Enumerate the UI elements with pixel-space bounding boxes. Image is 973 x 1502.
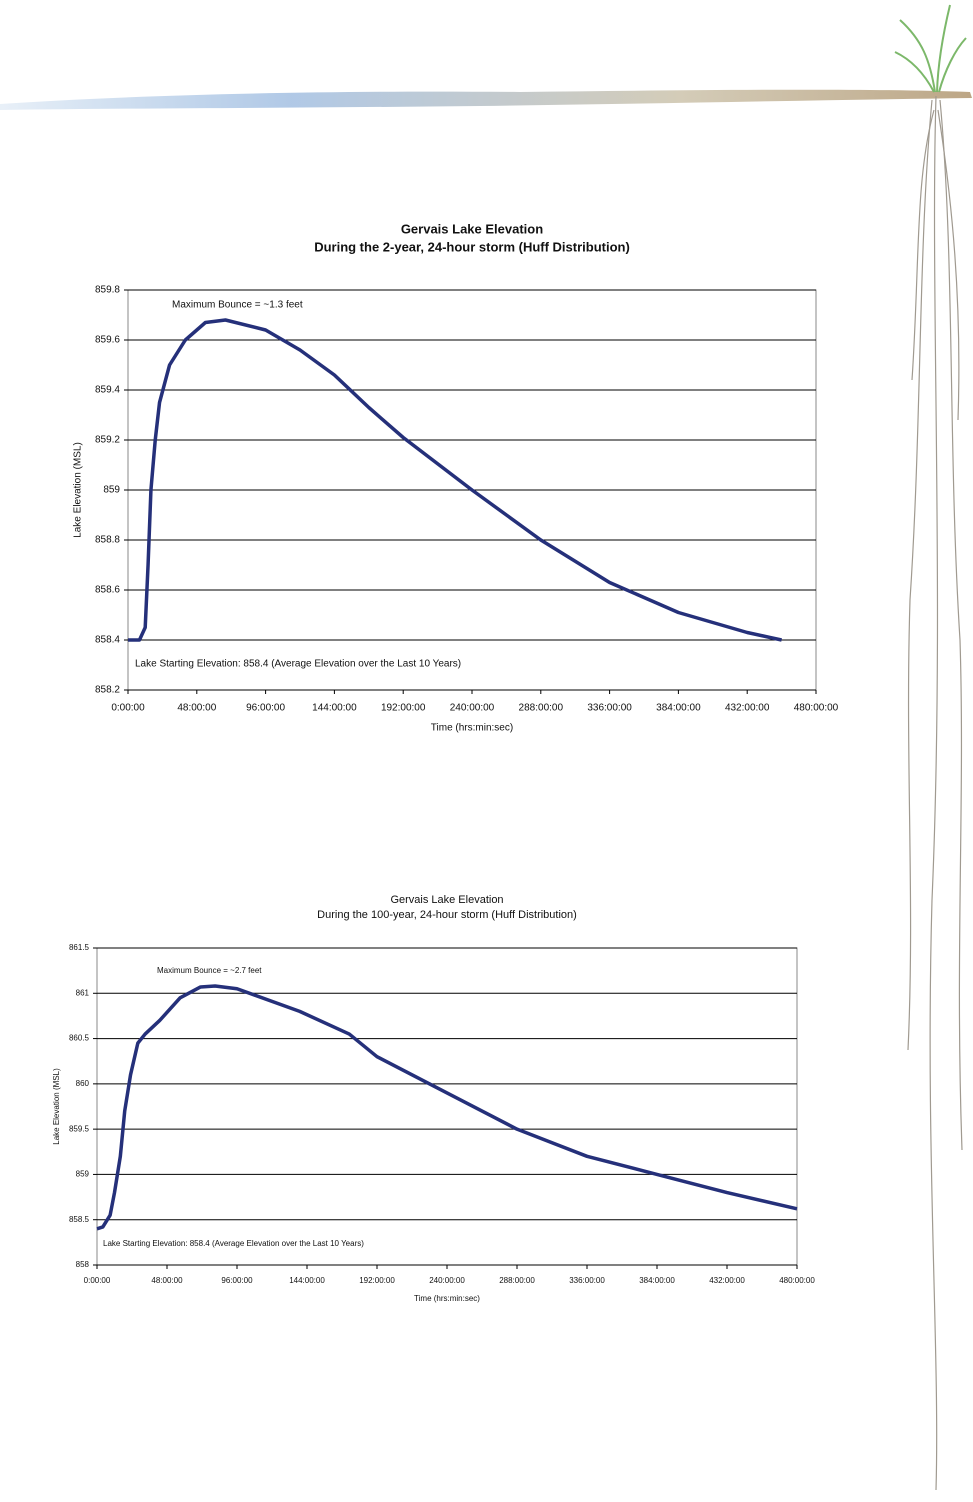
y-tick-label: 858.4	[95, 635, 120, 646]
y-tick-label: 859.6	[95, 335, 120, 346]
x-axis-label: Time (hrs:min:sec)	[431, 723, 513, 734]
x-tick-label: 240:00:00	[450, 703, 495, 714]
chart-subtitle: During the 100-year, 24-hour storm (Huff…	[317, 909, 577, 921]
data-line	[128, 318, 782, 642]
x-tick-label: 288:00:00	[499, 1276, 535, 1285]
y-tick-label: 858.6	[95, 585, 120, 596]
y-tick-label: 859	[103, 485, 120, 496]
chart-title: Gervais Lake Elevation	[401, 221, 543, 236]
x-tick-label: 192:00:00	[359, 1276, 395, 1285]
y-tick-label: 858.2	[95, 685, 120, 696]
y-tick-label: 860.5	[69, 1034, 90, 1043]
header-brushstroke	[0, 89, 972, 110]
x-tick-label: 240:00:00	[429, 1276, 465, 1285]
y-axis-label: Lake Elevation (MSL)	[73, 442, 84, 538]
annotation: Lake Starting Elevation: 858.4 (Average …	[103, 1239, 364, 1248]
x-tick-label: 144:00:00	[312, 703, 357, 714]
y-tick-label: 858.8	[95, 535, 120, 546]
y-tick-label: 858.5	[69, 1215, 90, 1224]
y-tick-label: 859.8	[95, 285, 120, 296]
x-tick-label: 432:00:00	[709, 1276, 745, 1285]
x-tick-label: 480:00:00	[779, 1276, 815, 1285]
x-tick-label: 336:00:00	[587, 703, 632, 714]
x-tick-label: 0:00:00	[111, 703, 145, 714]
x-tick-label: 144:00:00	[289, 1276, 325, 1285]
x-tick-label: 336:00:00	[569, 1276, 605, 1285]
x-tick-label: 96:00:00	[221, 1276, 253, 1285]
x-tick-label: 48:00:00	[177, 703, 216, 714]
x-tick-label: 480:00:00	[794, 703, 839, 714]
x-axis-label: Time (hrs:min:sec)	[414, 1294, 480, 1303]
y-tick-label: 859.4	[95, 385, 120, 396]
chart-subtitle: During the 2-year, 24-hour storm (Huff D…	[314, 239, 630, 254]
y-tick-label: 859.5	[69, 1124, 90, 1133]
annotation: Maximum Bounce = ~1.3 feet	[172, 300, 303, 311]
y-tick-label: 860	[76, 1079, 90, 1088]
y-tick-label: 861	[76, 988, 90, 997]
x-tick-label: 0:00:00	[84, 1276, 111, 1285]
x-tick-label: 96:00:00	[246, 703, 285, 714]
chart-title: Gervais Lake Elevation	[390, 894, 503, 906]
x-tick-label: 432:00:00	[725, 703, 770, 714]
roots-decoration	[907, 95, 963, 1491]
y-tick-label: 859.2	[95, 435, 120, 446]
x-tick-label: 48:00:00	[151, 1276, 183, 1285]
y-tick-label: 859	[76, 1170, 90, 1179]
x-tick-label: 384:00:00	[656, 703, 701, 714]
y-axis-label: Lake Elevation (MSL)	[52, 1068, 61, 1145]
grass-icon	[894, 4, 967, 93]
y-tick-label: 858	[76, 1260, 90, 1269]
annotation: Maximum Bounce = ~2.7 feet	[157, 966, 262, 975]
y-tick-label: 861.5	[69, 943, 90, 952]
x-tick-label: 192:00:00	[381, 703, 426, 714]
x-tick-label: 288:00:00	[519, 703, 564, 714]
annotation: Lake Starting Elevation: 858.4 (Average …	[135, 659, 461, 670]
data-line	[96, 984, 798, 1231]
plot-area	[96, 947, 798, 1266]
x-tick-label: 384:00:00	[639, 1276, 675, 1285]
